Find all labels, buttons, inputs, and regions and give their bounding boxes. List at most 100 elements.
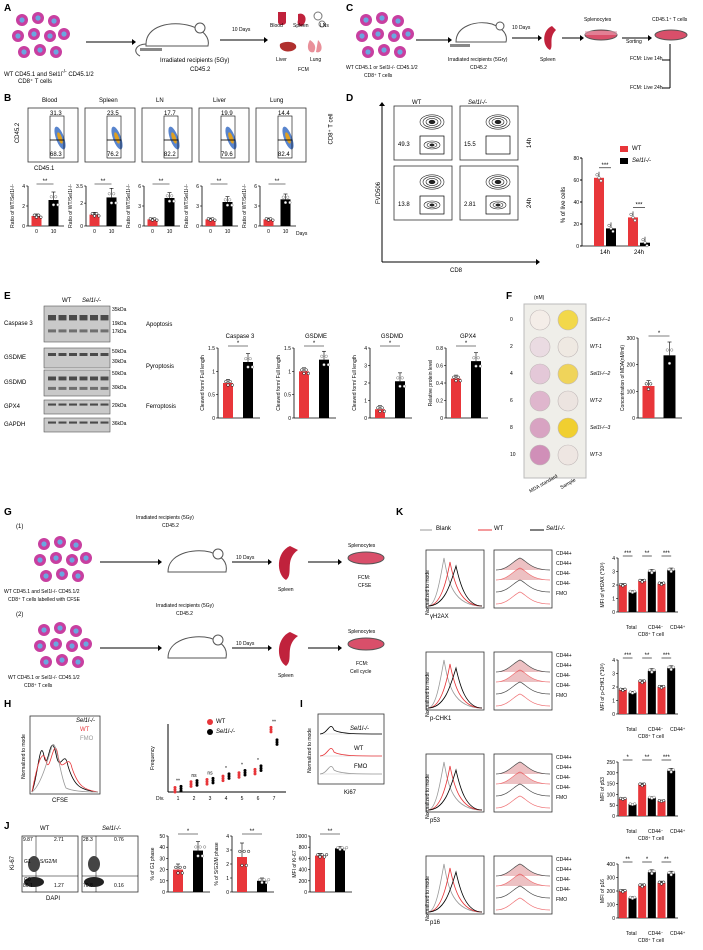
cell-core	[75, 573, 81, 579]
b-xaxis: CD45.1	[34, 166, 55, 172]
data-point	[378, 409, 382, 413]
frame	[425, 549, 485, 609]
data-point	[652, 569, 656, 573]
k-overlay-0	[493, 549, 553, 609]
overlay-curve	[495, 795, 551, 809]
band	[69, 353, 77, 356]
data-point	[633, 589, 637, 593]
data-point	[640, 885, 644, 889]
data-point	[259, 764, 263, 768]
data-point	[275, 738, 279, 742]
k-layer-0-3: CD44-	[556, 581, 571, 587]
data-point	[396, 376, 400, 380]
well-standard	[529, 363, 551, 385]
h-legend-fmo: FMO	[80, 736, 94, 742]
e-ko: Sel1l-/-	[82, 298, 102, 304]
data-point	[316, 853, 320, 857]
k-xt-3-0: Total	[626, 931, 637, 937]
y-tick-label: 800	[299, 845, 308, 851]
k-layer-1-4: FMO	[556, 693, 568, 699]
arrow-c1	[416, 37, 452, 43]
arrow-head	[158, 645, 162, 651]
blank-curve	[427, 863, 483, 913]
c-cd451: CD45.1⁺ T cells	[652, 17, 688, 23]
c-caption-2: CD8⁺ T cells	[364, 73, 393, 79]
data-point	[642, 578, 646, 582]
data-point	[189, 780, 193, 784]
data-point	[662, 799, 666, 803]
data-point	[595, 173, 599, 177]
gate-lower	[277, 139, 293, 159]
facs-frame	[84, 107, 136, 163]
y-tick-label: 1	[612, 699, 615, 705]
data-point	[640, 681, 644, 685]
legend-ko-swatch	[620, 158, 628, 164]
data-point	[670, 348, 674, 352]
e-kda-4: 30kDa	[112, 359, 127, 365]
g-rec-1: Irradiated recipients (5Gy)	[136, 515, 194, 521]
b-upper-1: 23.5	[107, 111, 119, 117]
k-layer-3-1: CD44+	[556, 867, 572, 873]
facs-frame	[459, 165, 519, 221]
i-ylabel: Normalized to mode	[306, 728, 313, 773]
well-standard	[529, 390, 551, 412]
k-legend-lines	[420, 529, 544, 531]
blank-curve	[427, 761, 483, 811]
arrow-c3	[562, 35, 584, 41]
k-xt-1-0: Total	[626, 727, 637, 733]
curve	[319, 726, 383, 735]
data-point	[659, 882, 664, 886]
k-xt-3-1: CD44⁻	[648, 931, 664, 937]
spleen-icon	[278, 546, 298, 580]
x-tick-label: 1	[177, 796, 180, 802]
frame	[425, 651, 485, 711]
j-ko: Sel1l-/-	[102, 826, 122, 832]
g-days-2: 10 Days	[236, 641, 255, 647]
y-tick-label: 0	[576, 244, 579, 250]
g-n2: (2)	[16, 612, 24, 618]
overlay-curve	[495, 897, 551, 911]
y-tick-label: 0	[440, 416, 443, 422]
e-wt: WT	[62, 298, 72, 304]
facs-frame	[393, 105, 453, 161]
f-xl2: Sample	[559, 477, 578, 491]
data-point	[629, 212, 633, 216]
y-tick-label: 200	[607, 889, 616, 895]
k-legend-wt: WT	[494, 526, 504, 532]
band	[48, 315, 56, 321]
sig-label: *	[389, 341, 392, 347]
bar	[319, 359, 329, 418]
e-row-1: GSDME	[4, 355, 27, 361]
b-facs-plot-4	[255, 107, 307, 163]
cell-core	[43, 573, 49, 579]
data-point	[667, 768, 671, 772]
y-axis-label: % of S/G2/M phase	[214, 842, 220, 886]
cell-core	[37, 643, 43, 649]
data-point	[92, 214, 97, 218]
k-marker-2: p53	[430, 818, 441, 824]
k-hist-2	[425, 753, 485, 813]
wt-curve	[427, 765, 483, 811]
data-point	[633, 802, 637, 806]
gate-lower	[220, 139, 236, 159]
data-point	[340, 846, 344, 850]
data-point	[211, 217, 215, 221]
data-point	[223, 198, 227, 202]
bar	[263, 219, 274, 226]
blot-bg	[43, 305, 111, 343]
sig-label: *	[626, 755, 629, 761]
h-leg2-ko: Sel1l-/-	[216, 729, 236, 735]
data-point	[178, 865, 182, 869]
arrow-c5	[662, 44, 671, 89]
c-days: 10 Days	[512, 25, 531, 31]
data-point	[227, 774, 231, 778]
y-tick-label: 0	[612, 814, 615, 820]
well-sample	[557, 417, 579, 439]
b-lower-4: 82.4	[278, 152, 290, 158]
y-tick-label: 100	[627, 389, 636, 395]
x-axis-prefix: Div.	[156, 796, 164, 802]
j-quad-1-2: 70.8	[83, 883, 93, 889]
band	[100, 376, 109, 381]
e-group-2: Ferroptosis	[146, 404, 177, 410]
f-sample-0: Sel1l-/--1	[590, 317, 611, 323]
